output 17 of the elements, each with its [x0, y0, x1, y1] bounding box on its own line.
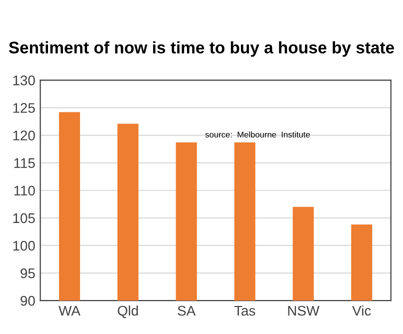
- y-tick-label: 130: [13, 75, 35, 86]
- x-tick-label: Tas: [234, 306, 256, 316]
- chart-title: Sentiment of now is time to buy a house by state: [8, 41, 394, 57]
- x-tick-label: Qld: [118, 305, 138, 318]
- x-tick-label: Vic: [352, 305, 371, 316]
- y-tick-label: 115: [14, 158, 35, 168]
- x-tick-label: SA: [178, 306, 196, 316]
- annotation: source: Melbourne Institute: [205, 131, 310, 138]
- x-tick-label: NSW: [288, 306, 320, 316]
- y-tick-label: 95: [20, 268, 35, 278]
- x-tick-label: WA: [58, 306, 80, 316]
- y-tick-label: 100: [13, 240, 35, 251]
- y-tick-label: 110: [14, 186, 35, 196]
- y-tick-label: 90: [20, 296, 35, 306]
- y-tick-label: 125: [13, 103, 35, 113]
- y-tick-label: 105: [13, 213, 35, 224]
- y-tick-label: 120: [13, 130, 35, 140]
